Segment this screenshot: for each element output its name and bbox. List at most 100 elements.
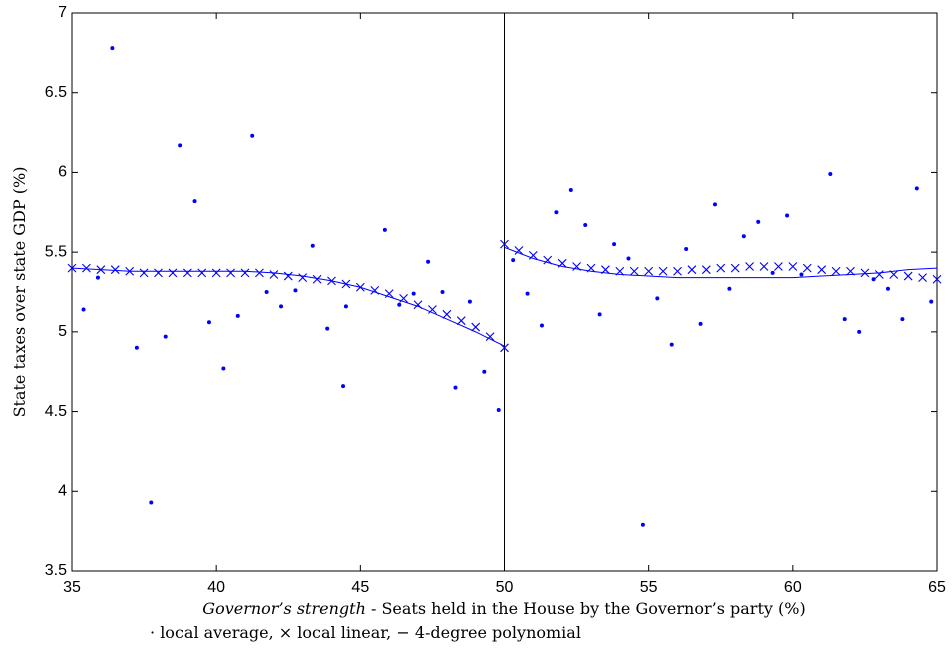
local-linear-point [874,270,884,279]
local-average-point [712,202,717,207]
local-linear-point [110,265,120,275]
local-linear-point [211,268,221,278]
local-average-point [293,288,298,293]
local-average-point [684,246,689,251]
local-average-point [741,234,746,239]
local-average-point [149,500,154,505]
local-linear-point [817,265,827,275]
x-axis-label-emphasis: Governor’s strength [202,599,366,618]
local-linear-point [240,268,250,278]
local-linear-point [139,268,149,278]
local-linear-point [456,316,466,326]
legend: · local average, × local linear, − 4-deg… [150,623,581,642]
y-tick-label: 3.5 [45,562,67,579]
local-linear-point [269,270,279,279]
local-average-point [382,227,387,232]
local-average-point [178,143,183,148]
local-linear-point [197,268,207,278]
local-linear-point [442,309,452,319]
x-tick-label: 35 [63,579,81,596]
local-average-point [341,384,346,389]
local-average-point [756,219,761,224]
local-average-point [900,317,905,322]
local-average-point [192,199,197,204]
local-average-point [264,290,269,294]
local-linear-point [255,268,264,278]
local-linear-point [644,266,654,276]
local-linear-point [716,263,726,273]
legend-symbol: − [396,623,409,642]
x-tick-label: 60 [784,579,802,596]
local-linear-point [658,266,668,276]
local-average-point [597,312,602,317]
x-axis-label: Governor’s strength - Seats held in the … [202,599,805,618]
local-average-point [727,286,732,291]
fit-line [71,246,938,347]
local-linear-point [500,239,509,249]
local-average-point [426,259,431,264]
x-axis-label-rest: - Seats held in the House by the Governo… [366,599,806,618]
local-average-point [539,323,544,328]
local-linear-point [903,271,913,281]
local-linear-point [774,262,783,271]
local-average-point [655,296,660,301]
local-linear-point [802,263,812,273]
local-average-point [698,321,703,326]
local-average-point [914,186,919,191]
local-linear-point [283,271,293,281]
local-average-point [221,366,226,371]
y-tick-label: 5.5 [45,243,67,260]
local-average-point [206,320,211,325]
local-average-point [929,299,934,304]
local-average-point [857,329,862,334]
local-average-point [669,342,674,347]
local-linear-point [471,322,481,332]
x-tick-label: 55 [640,579,658,596]
local-linear-point [759,262,769,271]
local-linear-point [298,273,308,283]
local-average-point [511,258,516,263]
local-linear-point [312,274,322,284]
local-average-point [325,326,330,331]
local-average-point [110,46,115,51]
local-linear-point [745,262,754,271]
local-average-point [163,334,168,339]
local-linear-point [673,266,682,276]
local-average-point [568,187,573,192]
local-linear-point [485,332,495,342]
local-average-point [343,304,348,309]
local-linear-point [831,266,841,276]
local-linear-point [226,268,235,278]
y-tick-label: 4.5 [45,403,67,420]
local-average-point [250,133,255,138]
local-average-point [440,290,445,294]
local-average-point [310,243,315,248]
local-average-point [496,407,501,412]
legend-symbol: · [150,623,155,642]
local-average-point [871,277,876,282]
local-average-point [482,369,487,374]
local-linear-point [788,262,798,271]
y-axis-label: State taxes over state GDP (%) [10,167,29,418]
local-linear-point [514,246,524,255]
local-average-point [411,291,416,296]
x-tick-label: 50 [496,579,514,596]
local-linear-point [82,263,91,273]
local-average-point [842,317,847,322]
local-linear-point [182,268,192,278]
local-linear-point [918,273,927,283]
local-average-point [785,213,790,218]
local-average-point [828,172,833,177]
local-average-point [799,272,804,277]
local-linear-point [428,305,437,314]
local-linear-point [629,266,639,276]
local-linear-point [687,265,697,275]
y-tick-label: 5 [58,323,67,340]
x-tick-label: 65 [928,579,946,596]
local-average-point [626,256,631,261]
local-average-point [885,286,890,291]
local-average-point [770,270,775,275]
local-average-point [467,299,472,304]
local-average-point [397,302,402,307]
